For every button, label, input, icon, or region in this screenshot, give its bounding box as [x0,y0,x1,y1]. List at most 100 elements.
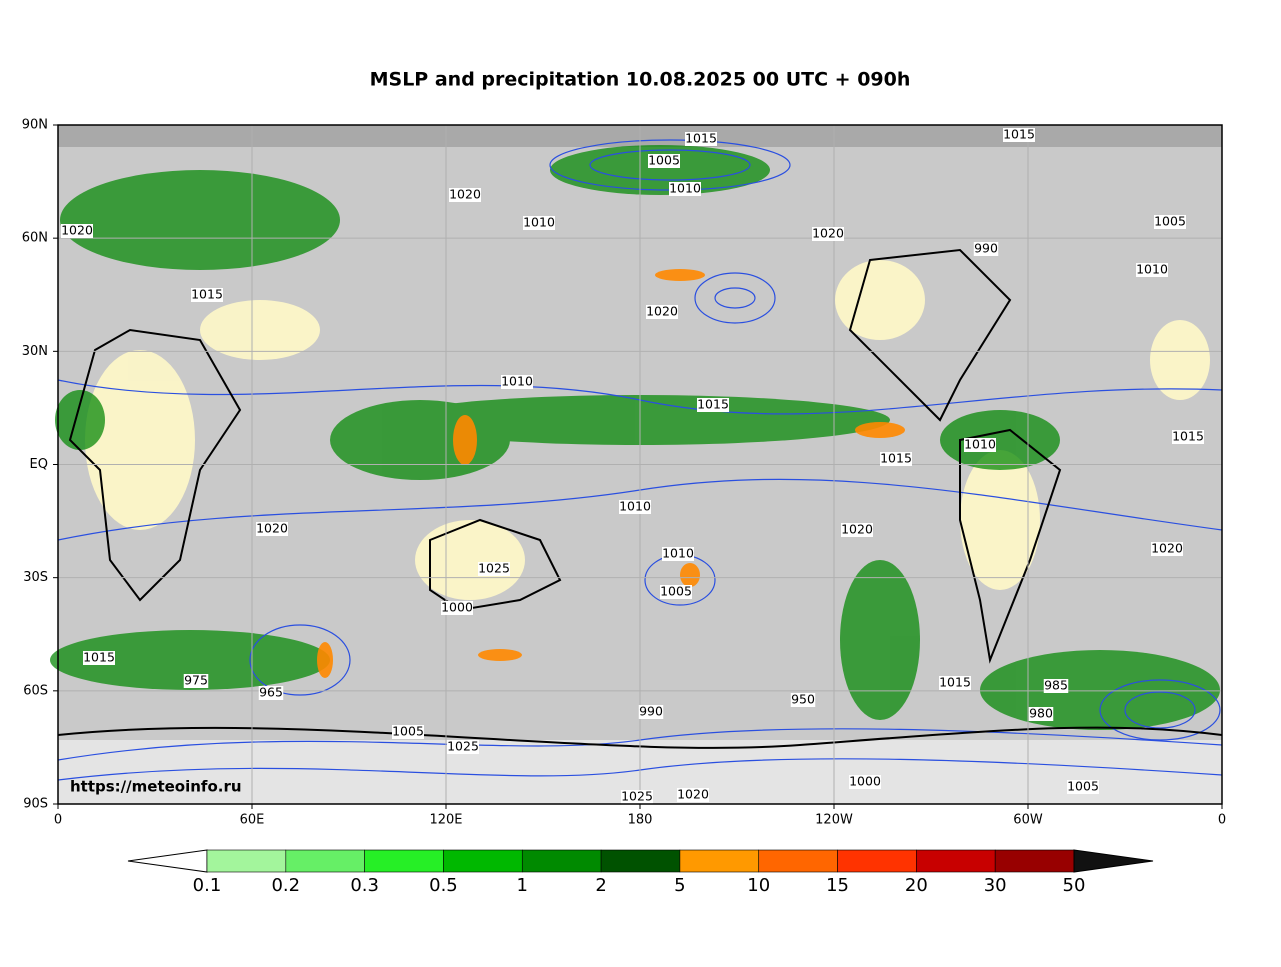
colorbar-label: 0.3 [350,875,379,896]
isobar-label: 1015 [697,397,729,412]
isobar-label-bg [973,242,999,256]
isobar-label: 1015 [880,451,912,466]
isobar-label-bg [849,775,881,789]
colorbar-under [127,849,208,873]
isobar-label-bg [1151,542,1183,556]
isobar-label-bg [478,562,510,576]
isobar-label-bg [841,523,873,537]
coastlines [57,248,1223,749]
isobar-label-bg [392,725,424,739]
isobar-label: 1025 [621,789,653,804]
isobar-label-bg [685,132,717,146]
isobar-label-bg [662,547,694,561]
lat-tick-label: 60S [23,683,48,698]
isobar-label-bg [697,398,729,412]
colorbar-box [758,849,838,873]
colorbar: 0.1 0.2 0.3 0.5 1 2 5 10 15 20 30 50 [127,849,1154,896]
isobar-label-bg [256,522,288,536]
isobar-label: 950 [791,692,815,707]
isobar-label-bg [1172,430,1204,444]
isobar-label: 1015 [685,131,717,146]
colorbar-label: 5 [674,875,685,896]
colorbar-label: 20 [905,875,928,896]
isobar-label: 1020 [61,223,93,238]
isobar-label-bg [258,686,284,700]
isobar-label-bg [83,651,115,665]
colorbar-box [679,849,760,873]
isobar-label: 1020 [677,787,709,802]
isobar-label-bg [619,500,651,514]
isobar-label: 975 [184,673,208,688]
isobar-label: 990 [974,241,998,256]
isobar-label: 1000 [441,600,473,615]
lat-tick-label: 90N [22,118,48,133]
isobar-label: 1010 [501,374,533,389]
colorbar-label: 0.5 [429,875,458,896]
watermark: https://meteoinfo.ru [70,778,242,796]
isobar-label: 990 [639,704,663,719]
lon-tick-label: 120E [429,813,462,828]
isobar-label-bg [812,227,844,241]
isobar-label-bg [61,224,93,238]
isobar-label-bg [1154,215,1186,229]
isobar-label-bg [964,438,996,452]
isobar-label: 1000 [849,774,881,789]
isobar-label: 1010 [619,499,651,514]
isobar-label-bg [660,585,692,599]
isobar-label: 1020 [841,522,873,537]
isobar-label: 1005 [648,153,680,168]
isobar-label-bg [1003,128,1035,142]
colorbar-label: 50 [1063,875,1086,896]
colorbar-over [1073,849,1154,873]
isobar-label: 980 [1029,706,1053,721]
isobar-label: 1005 [660,584,692,599]
colorbar-box [994,849,1075,873]
land-patches [85,260,1210,600]
isobar-label-bg [790,693,816,707]
isobar-label-bg [880,452,912,466]
isobar-label: 1020 [1151,541,1183,556]
isobar-label-bg [447,740,479,754]
colorbar-box [916,849,996,873]
colorbar-box [206,849,287,873]
isobar-label: 1005 [1067,779,1099,794]
isobar-label: 1010 [1136,262,1168,277]
lon-tick-label: 60W [1013,813,1043,828]
colorbar-label: 10 [747,875,770,896]
isobar-label-bg [1043,679,1069,693]
isobar-label-bg [646,305,678,319]
isobar-label: 1010 [964,437,996,452]
lon-tick-label: 0 [54,813,62,828]
isobar-label: 1020 [449,187,481,202]
isobar-label: 1005 [1154,214,1186,229]
lon-tick-label: 120W [815,813,853,828]
isobar-label-bg [1028,707,1054,721]
isobar-label-bg [669,182,701,196]
heavy-precip [317,269,905,678]
colorbar-label: 15 [826,875,849,896]
isobar-label-bg [183,674,209,688]
map-title: MSLP and precipitation 10.08.2025 00 UTC… [370,69,911,91]
isobar-label: 1020 [646,304,678,319]
isobar-label-bg [449,188,481,202]
isobar-label: 965 [259,685,283,700]
isobar-label-bg [939,676,971,690]
precip-blobs [50,145,1220,730]
lat-tick-label: 30S [23,570,48,585]
lat-tick-label: 30N [22,344,48,359]
lat-tick-label: 60N [22,231,48,246]
isobar-label: 1015 [939,675,971,690]
colorbar-box [443,849,523,873]
colorbar-box [600,849,681,873]
isobar-labels: 1015 1015 1005 1010 1020 1010 1020 990 1005 1020 1… [61,127,1204,804]
lat-tick-label: EQ [30,457,48,472]
isobar-label-bg [1136,263,1168,277]
colorbar-box [837,849,917,873]
isobar-label-bg [648,154,680,168]
colorbar-box [521,849,602,873]
isobar-label-bg [441,601,473,615]
isobar-label: 1025 [447,739,479,754]
colorbar-label: 0.2 [271,875,300,896]
